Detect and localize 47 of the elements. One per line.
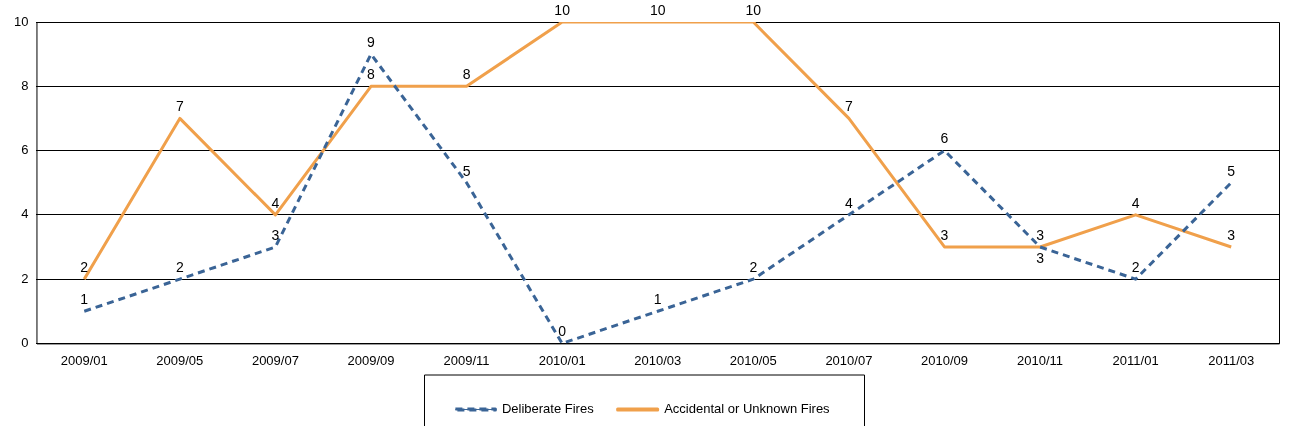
data-label: 3	[940, 226, 949, 243]
legend-label: Deliberate Fires	[501, 401, 595, 417]
data-label: 3	[1227, 226, 1236, 243]
data-label: 1	[653, 291, 662, 308]
data-label: 3	[271, 226, 280, 243]
x-tick-label: 2009/01	[60, 352, 108, 368]
x-tick-label: 2011/01	[1112, 352, 1159, 368]
data-label: 3	[1036, 249, 1045, 266]
data-label: 7	[175, 98, 184, 115]
x-tick-label: 2010/09	[920, 352, 968, 368]
data-label: 9	[367, 34, 376, 50]
x-tick-label: 2010/11	[1017, 352, 1064, 368]
y-tick-label: 4	[21, 206, 29, 222]
data-label: 3	[1036, 226, 1045, 243]
data-label: 7	[844, 98, 853, 115]
y-tick-label: 0	[21, 334, 29, 350]
data-label: 2	[1131, 258, 1140, 275]
data-label: 2	[175, 258, 184, 275]
data-label: 5	[1227, 162, 1236, 179]
data-label: 10	[745, 1, 762, 18]
x-tick-label: 2010/05	[729, 352, 777, 368]
data-label: 6	[940, 130, 949, 147]
legend-label: Accidental or Unknown Fires	[664, 401, 831, 417]
x-tick-label: 2011/03	[1208, 352, 1255, 368]
data-label: 10	[649, 1, 666, 18]
data-label: 0	[558, 323, 567, 340]
data-label: 8	[367, 66, 376, 83]
x-tick-label: 2009/09	[347, 352, 395, 368]
data-label: 5	[462, 162, 471, 179]
data-label: 10	[554, 1, 571, 18]
data-label: 4	[271, 194, 280, 211]
x-tick-label: 2010/01	[538, 352, 586, 368]
y-tick-label: 8	[21, 77, 29, 93]
data-label: 1	[80, 291, 89, 308]
x-tick-label: 2009/07	[251, 352, 299, 368]
x-tick-label: 2010/07	[825, 352, 873, 368]
x-tick-label: 2009/11	[443, 352, 490, 368]
x-tick-label: 2009/05	[156, 352, 204, 368]
data-label: 4	[844, 194, 853, 211]
x-tick-label: 2010/03	[634, 352, 682, 368]
data-label: 4	[1131, 194, 1140, 211]
y-tick-label: 6	[21, 142, 29, 158]
y-tick-label: 10	[13, 13, 29, 29]
y-tick-label: 2	[21, 270, 29, 286]
data-label: 2	[80, 258, 89, 275]
data-label: 2	[749, 258, 758, 275]
data-label: 8	[462, 66, 471, 83]
